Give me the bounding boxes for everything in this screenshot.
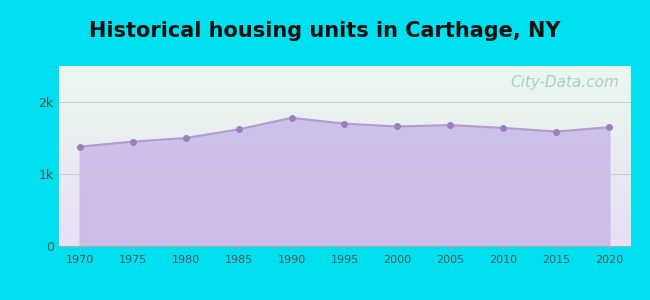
- Point: [392, 124, 402, 129]
- Point: [604, 125, 614, 130]
- Point: [287, 116, 297, 120]
- Point: [233, 127, 244, 132]
- Point: [339, 121, 350, 126]
- Point: [498, 125, 508, 130]
- Point: [551, 129, 562, 134]
- Point: [75, 144, 85, 149]
- Text: Historical housing units in Carthage, NY: Historical housing units in Carthage, NY: [89, 21, 561, 41]
- Point: [127, 139, 138, 144]
- Text: City-Data.com: City-Data.com: [510, 75, 619, 90]
- Point: [445, 123, 456, 128]
- Point: [181, 136, 191, 140]
